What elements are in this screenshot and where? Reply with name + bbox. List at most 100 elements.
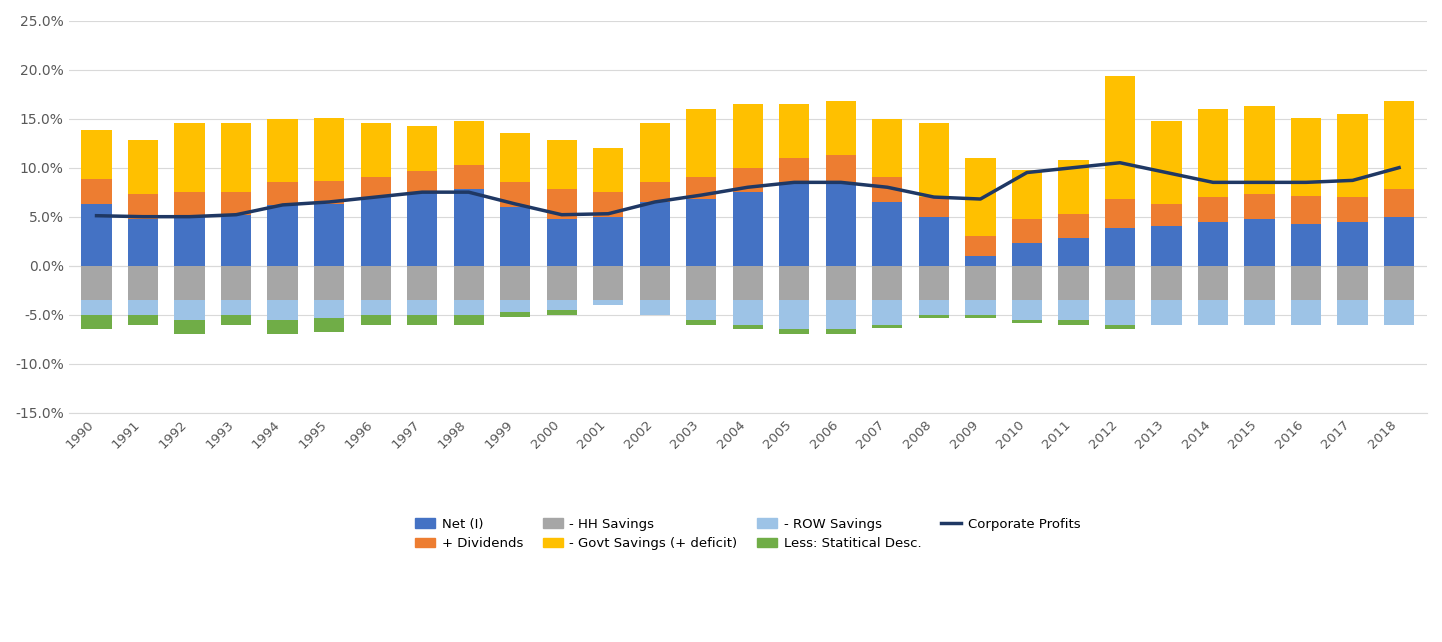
Bar: [965, 266, 995, 300]
Bar: [1384, 266, 1415, 300]
Bar: [640, 182, 671, 202]
Bar: [1105, 266, 1135, 300]
Bar: [1198, 221, 1229, 266]
Bar: [965, 315, 995, 318]
Bar: [1058, 238, 1089, 266]
Bar: [1012, 320, 1043, 323]
Bar: [1291, 223, 1321, 266]
Bar: [733, 192, 763, 266]
Bar: [81, 300, 111, 315]
Bar: [407, 266, 437, 300]
Bar: [919, 217, 949, 266]
Bar: [1105, 76, 1135, 199]
Bar: [640, 300, 671, 315]
Bar: [1198, 300, 1229, 325]
Bar: [500, 182, 531, 207]
Bar: [640, 123, 671, 182]
Bar: [1058, 300, 1089, 320]
Bar: [221, 123, 251, 192]
Bar: [128, 194, 159, 219]
Bar: [267, 320, 297, 334]
Bar: [174, 320, 205, 334]
Bar: [1151, 227, 1181, 266]
Bar: [174, 123, 205, 192]
Bar: [779, 329, 809, 334]
Bar: [826, 101, 857, 155]
Bar: [547, 300, 577, 310]
Bar: [454, 300, 485, 315]
Bar: [965, 256, 995, 266]
Bar: [314, 266, 345, 300]
Bar: [872, 266, 903, 300]
Bar: [826, 184, 857, 266]
Bar: [407, 300, 437, 315]
Bar: [1012, 243, 1043, 266]
Bar: [1058, 160, 1089, 214]
Bar: [1105, 325, 1135, 329]
Bar: [686, 320, 717, 325]
Bar: [360, 123, 391, 177]
Bar: [360, 266, 391, 300]
Bar: [733, 266, 763, 300]
Bar: [500, 300, 531, 312]
Bar: [360, 300, 391, 315]
Bar: [733, 300, 763, 325]
Bar: [1244, 194, 1275, 219]
Bar: [1012, 219, 1043, 243]
Bar: [267, 182, 297, 205]
Bar: [1058, 214, 1089, 238]
Bar: [1198, 266, 1229, 300]
Bar: [779, 182, 809, 266]
Bar: [1012, 266, 1043, 300]
Bar: [407, 315, 437, 325]
Bar: [593, 300, 623, 305]
Bar: [547, 266, 577, 300]
Bar: [640, 202, 671, 266]
Bar: [733, 168, 763, 192]
Bar: [965, 236, 995, 256]
Bar: [872, 202, 903, 266]
Bar: [81, 315, 111, 329]
Bar: [454, 315, 485, 325]
Bar: [81, 130, 111, 179]
Bar: [1151, 266, 1181, 300]
Bar: [733, 325, 763, 329]
Bar: [686, 199, 717, 266]
Bar: [872, 119, 903, 177]
Bar: [547, 140, 577, 189]
Bar: [1105, 199, 1135, 229]
Bar: [593, 217, 623, 266]
Bar: [1291, 117, 1321, 196]
Bar: [81, 266, 111, 300]
Bar: [547, 189, 577, 219]
Bar: [1384, 300, 1415, 325]
Bar: [1337, 114, 1367, 197]
Legend: Net (I), + Dividends, - HH Savings, - Govt Savings (+ deficit), - ROW Savings, L: Net (I), + Dividends, - HH Savings, - Go…: [415, 517, 1080, 550]
Bar: [965, 300, 995, 315]
Bar: [593, 266, 623, 300]
Bar: [267, 205, 297, 266]
Bar: [1058, 320, 1089, 325]
Bar: [826, 266, 857, 300]
Bar: [500, 312, 531, 317]
Bar: [1244, 219, 1275, 266]
Bar: [779, 104, 809, 158]
Bar: [686, 108, 717, 177]
Bar: [407, 126, 437, 171]
Bar: [1012, 300, 1043, 320]
Bar: [407, 192, 437, 266]
Bar: [1384, 101, 1415, 189]
Bar: [779, 300, 809, 329]
Bar: [1291, 300, 1321, 325]
Bar: [686, 266, 717, 300]
Bar: [1244, 106, 1275, 194]
Bar: [1337, 300, 1367, 325]
Bar: [454, 121, 485, 165]
Bar: [221, 266, 251, 300]
Bar: [454, 189, 485, 266]
Bar: [733, 104, 763, 168]
Bar: [872, 300, 903, 325]
Bar: [872, 325, 903, 327]
Bar: [221, 315, 251, 325]
Bar: [1105, 229, 1135, 266]
